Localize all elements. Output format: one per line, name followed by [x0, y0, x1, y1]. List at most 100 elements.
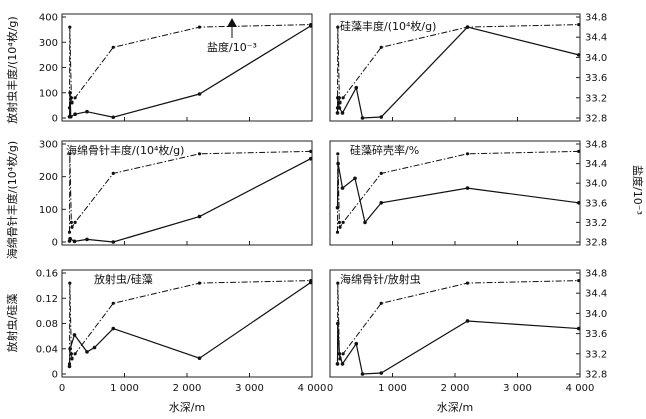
abundance-point-radiolaria-5	[111, 115, 116, 120]
y-tick-label-sponge-0: 0	[52, 238, 58, 249]
abundance-point-radiolaria-diatom-5	[111, 326, 116, 331]
salinity-tick-label-sponge-radiolaria-1: 33.2	[585, 349, 607, 360]
y-tick-label-sponge-1: 100	[39, 205, 58, 216]
y-tick-label-radiolaria-diatom-4: 0.16	[36, 269, 58, 280]
salinity-tick-label-diatom-fragment-3: 34.0	[585, 179, 607, 190]
salinity-axis-title: 盐度/10⁻³	[631, 165, 645, 215]
salinity-point-sponge-6	[197, 152, 202, 156]
y-tick-label-sponge-2: 200	[39, 172, 58, 183]
abundance-point-diatom-4	[354, 85, 359, 90]
salinity-point-radiolaria-diatom-3	[70, 357, 74, 361]
salinity-point-diatom-fragment-5	[379, 171, 383, 175]
salinity-line-sponge-radiolaria	[337, 280, 579, 364]
salinity-line-diatom-fragment	[337, 150, 579, 233]
abundance-point-radiolaria-2	[68, 114, 73, 119]
salinity-line-radiolaria	[69, 24, 311, 108]
abundance-point-radiolaria-diatom-1	[68, 346, 72, 351]
abundance-point-sponge-radiolaria-1	[336, 321, 340, 326]
y-tick-label-radiolaria-diatom-2: 0.08	[36, 319, 58, 330]
y-tick-label-radiolaria-diatom-1: 0.04	[36, 344, 58, 355]
abundance-point-diatom-5	[360, 116, 365, 120]
x-tick-label-sponge-radiolaria-1: 1 000	[378, 383, 407, 394]
salinity-line-diatom	[337, 24, 579, 108]
y-tick-label-radiolaria-4: 400	[39, 13, 58, 24]
abundance-point-radiolaria-6	[197, 92, 202, 96]
abundance-point-radiolaria-diatom-2	[72, 333, 77, 337]
salinity-tick-label-diatom-fragment-4: 34.4	[585, 159, 607, 170]
abundance-line-sponge-radiolaria	[336, 320, 579, 375]
salinity-point-radiolaria-1	[68, 25, 72, 29]
panel-title-diatom-fragment: 硅藻碎壳率/%	[350, 143, 419, 157]
abundance-point-radiolaria-3	[73, 112, 77, 117]
abundance-point-diatom-fragment-6	[465, 186, 470, 190]
abundance-line-radiolaria	[68, 25, 312, 118]
xlabel-left: 水深/m	[169, 401, 205, 414]
salinity-point-radiolaria-6	[197, 25, 202, 29]
y-tick-label-radiolaria-2: 200	[39, 63, 58, 74]
abundance-point-sponge-2	[72, 239, 77, 244]
salinity-tick-label-diatom-3: 34.0	[585, 53, 607, 64]
abundance-point-sponge-radiolaria-6	[379, 371, 384, 375]
y-tick-label-radiolaria-diatom-3: 0.12	[36, 294, 58, 305]
x-tick-label-sponge-radiolaria-3: 3 000	[503, 383, 532, 394]
abundance-point-sponge-radiolaria-3	[340, 362, 345, 366]
salinity-point-sponge-radiolaria-7	[577, 278, 581, 283]
abundance-point-diatom-3	[340, 111, 345, 115]
salinity-point-diatom-1	[336, 25, 340, 29]
x-tick-label-radiolaria-diatom-4: 4 000	[298, 383, 327, 394]
abundance-point-sponge-1	[68, 236, 72, 241]
x-tick-label-sponge-radiolaria-4: 4 000	[566, 383, 595, 394]
salinity-tick-label-diatom-fragment-1: 33.2	[585, 218, 607, 229]
salinity-tick-label-diatom-1: 33.2	[585, 93, 607, 104]
abundance-point-sponge-6	[308, 156, 313, 161]
salinity-line-radiolaria-diatom	[69, 280, 311, 364]
y-tick-label-radiolaria-3: 300	[39, 38, 58, 49]
abundance-point-diatom-6	[379, 115, 384, 119]
abundance-point-radiolaria-diatom-6	[197, 356, 202, 361]
abundance-point-radiolaria-1	[68, 90, 72, 95]
y-tick-label-radiolaria-0: 0	[52, 114, 58, 125]
salinity-point-diatom-fragment-2	[337, 220, 341, 224]
salinity-point-sponge-radiolaria-6	[465, 281, 470, 285]
abundance-point-diatom-8	[576, 53, 581, 57]
salinity-point-sponge-radiolaria-5	[379, 301, 383, 305]
abundance-point-diatom-0	[335, 111, 340, 115]
salinity-tick-label-diatom-2: 33.6	[585, 73, 607, 84]
salinity-point-diatom-fragment-6	[465, 152, 470, 156]
salinity-point-diatom-5	[379, 45, 383, 49]
abundance-point-diatom-fragment-7	[576, 201, 581, 205]
salinity-point-diatom-fragment-0	[335, 230, 340, 234]
abundance-point-diatom-fragment-3	[353, 176, 357, 181]
abundance-point-sponge-radiolaria-4	[354, 341, 359, 346]
salinity-point-sponge-4	[73, 220, 77, 224]
abundance-line-diatom	[336, 26, 579, 119]
salinity-point-sponge-0	[67, 230, 72, 234]
salinity-annotation: 盐度/10⁻³	[207, 40, 257, 54]
x-tick-label-sponge-radiolaria-2: 2 000	[441, 383, 470, 394]
y-tick-label-sponge-3: 300	[39, 140, 58, 151]
salinity-point-diatom-fragment-7	[577, 149, 581, 153]
abundance-point-diatom-7	[465, 25, 470, 29]
abundance-point-radiolaria-diatom-7	[308, 280, 313, 285]
salinity-point-sponge-1	[68, 152, 72, 156]
salinity-point-sponge-3	[70, 225, 74, 229]
xlabel-right: 水深/m	[437, 401, 473, 414]
x-tick-label-radiolaria-diatom-0: 0	[59, 383, 65, 394]
abundance-point-diatom-fragment-0	[335, 205, 340, 210]
salinity-tick-label-diatom-fragment-5: 34.8	[585, 140, 607, 151]
salinity-tick-label-diatom-fragment-0: 32.8	[585, 238, 607, 249]
salinity-point-radiolaria-diatom-6	[197, 281, 202, 285]
abundance-point-diatom-1	[336, 96, 340, 100]
panel-title-sponge-radiolaria: 海绵骨针/放射虫	[340, 272, 421, 286]
salinity-point-radiolaria-diatom-5	[111, 301, 115, 305]
abundance-point-sponge-4	[111, 240, 116, 244]
x-tick-label-radiolaria-diatom-2: 2 000	[173, 383, 202, 394]
ylabel-radiolaria-diatom: 放射虫/硅藻	[5, 294, 19, 353]
salinity-tick-label-sponge-radiolaria-3: 34.0	[585, 309, 607, 320]
ylabel-sponge: 海绵骨针丰度/(10⁴枚/g)	[5, 141, 19, 259]
abundance-line-sponge	[68, 158, 312, 243]
abundance-point-sponge-radiolaria-2	[337, 352, 342, 356]
salinity-point-radiolaria-3	[70, 101, 74, 105]
abundance-point-radiolaria-diatom-0	[67, 364, 72, 369]
